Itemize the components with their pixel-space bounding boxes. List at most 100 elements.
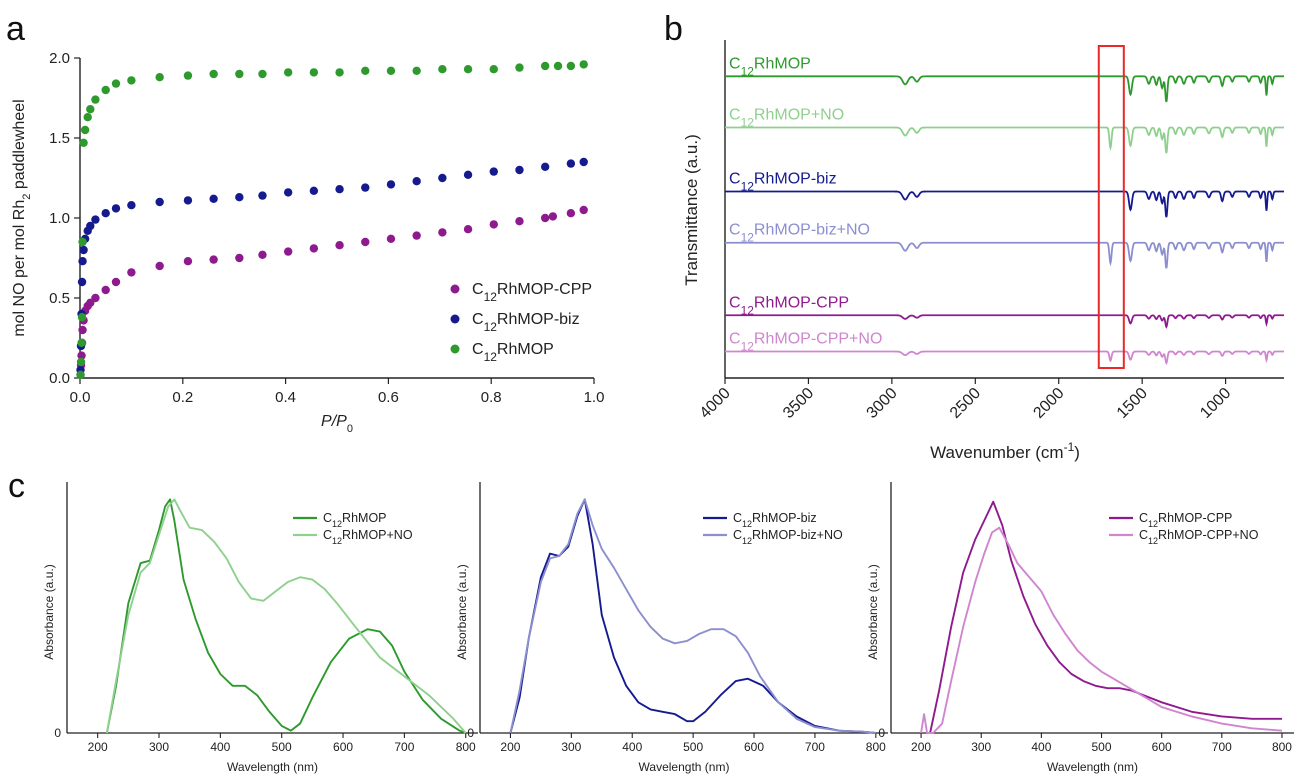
b-spectrum-3 [725, 241, 1284, 269]
chart-c1-x-tick-label: 300 [149, 740, 169, 754]
b-x-tick-label: 2500 [947, 385, 984, 422]
chart-c1-x-tick-label: 600 [333, 740, 353, 754]
chart-c3-x-tick-label: 500 [1092, 740, 1112, 754]
a-legend-label: C12RhMOP-biz [472, 311, 580, 334]
panel-label-c: c [8, 467, 25, 505]
a-point [463, 170, 473, 179]
a-point [101, 85, 110, 95]
a-x-tick-label: 0.8 [481, 389, 502, 406]
chart-c2-y-tick-label: 0 [467, 726, 474, 740]
chart-c2-legend-label: C12RhMOP-biz+NO [733, 528, 843, 546]
chart-c1-series-0 [105, 498, 467, 734]
a-x-tick-label: 1.0 [584, 389, 605, 406]
chart-c2-x-tick-label: 500 [683, 740, 703, 754]
a-point [183, 71, 193, 80]
a-y-tick-label: 1.0 [49, 210, 70, 227]
a-point [309, 244, 319, 253]
b-x-tick-label: 2000 [1030, 385, 1067, 422]
chart-c2-x-tick-label: 600 [744, 740, 764, 754]
chart-c3-y-axis-label: Absorbance (a.u.) [866, 564, 880, 659]
a-point [235, 193, 244, 202]
b-x-tick-label: 3500 [780, 385, 817, 422]
a-point [78, 237, 87, 247]
a-point [127, 76, 136, 85]
a-point [111, 277, 121, 287]
a-point [540, 162, 550, 171]
a-point [335, 185, 344, 194]
a-point [209, 255, 218, 264]
chart-c2-x-tick-label: 700 [805, 740, 825, 754]
b-highlight-box [1097, 45, 1125, 369]
chart-c1-y-axis-label: Absorbance (a.u.) [42, 564, 56, 659]
a-y-tick-label: 1.5 [49, 130, 70, 147]
a-point [489, 220, 498, 229]
a-point [309, 186, 319, 195]
a-point [361, 237, 370, 247]
chart-c3-x-tick-label: 600 [1152, 740, 1172, 754]
a-point [515, 63, 524, 72]
a-point [83, 113, 92, 122]
a-point [566, 61, 576, 71]
b-x-tick-label: 3000 [864, 385, 901, 422]
a-point [77, 338, 86, 347]
a-point [127, 201, 136, 210]
a-point [258, 69, 267, 79]
chart-c3-legend-label: C12RhMOP-CPP+NO [1139, 528, 1259, 546]
chart-c2-y-axis-label: Absorbance (a.u.) [455, 564, 469, 659]
a-point [335, 68, 344, 77]
b-x-tick-label: 1000 [1197, 385, 1234, 422]
a-point [309, 68, 319, 77]
a-legend-marker [450, 284, 460, 294]
a-point [515, 217, 524, 226]
a-point [155, 197, 164, 207]
a-point [183, 196, 193, 205]
a-point [183, 257, 193, 266]
chart-c3-series-1 [920, 526, 1283, 734]
chart-c3-x-tick-label: 700 [1212, 740, 1232, 754]
a-point [463, 225, 473, 234]
b-spectrum-4 [725, 314, 1284, 329]
a-point [412, 177, 421, 186]
b-spectrum-1 [725, 126, 1284, 154]
a-y-axis-label: mol NO per mol Rh2 paddlewheel [11, 99, 33, 336]
a-point [77, 277, 87, 287]
a-point [235, 69, 244, 79]
a-point [101, 285, 110, 295]
a-x-tick-label: 0.6 [378, 389, 399, 406]
chart-c1-x-axis-label: Wavelength (nm) [227, 760, 318, 774]
chart-b-ftir: 4000 3500 3000 2500 2000 1500 1000 Wavenumber (… [682, 40, 1284, 462]
a-point [335, 241, 344, 250]
a-point [101, 209, 110, 218]
a-point [438, 228, 447, 237]
a-series-1 [76, 157, 588, 375]
a-point [283, 247, 293, 256]
b-series-label: C12RhMOP+NO [729, 107, 844, 130]
b-series-label: C12RhMOP-CPP [729, 294, 849, 317]
a-point [111, 79, 121, 88]
chart-c1-x-tick-label: 500 [272, 740, 292, 754]
chart-c3-series-0 [929, 500, 1282, 734]
chart-c3-x-tick-label: 800 [1272, 740, 1292, 754]
a-point [77, 351, 86, 360]
a-point [361, 66, 370, 76]
b-spectrum-2 [725, 190, 1284, 218]
a-x-tick-label: 0.0 [70, 389, 91, 406]
a-y-tick-label: 0.0 [49, 370, 70, 387]
a-point [76, 357, 86, 367]
a-point [463, 65, 473, 74]
a-point [515, 165, 524, 175]
chart-c3-x-axis-label: Wavelength (nm) [1047, 760, 1138, 774]
b-series-label: C12RhMOP-biz+NO [729, 222, 870, 245]
a-point [386, 234, 396, 243]
a-legend-marker [450, 314, 460, 324]
a-point [258, 250, 267, 259]
chart-c1-x-tick-label: 700 [394, 740, 414, 754]
a-point [155, 261, 164, 271]
a-point [579, 157, 588, 167]
chart-c1-legend-label: C12RhMOP [323, 511, 387, 529]
chart-c1-y-tick-label: 0 [54, 726, 61, 740]
a-point [283, 188, 293, 197]
